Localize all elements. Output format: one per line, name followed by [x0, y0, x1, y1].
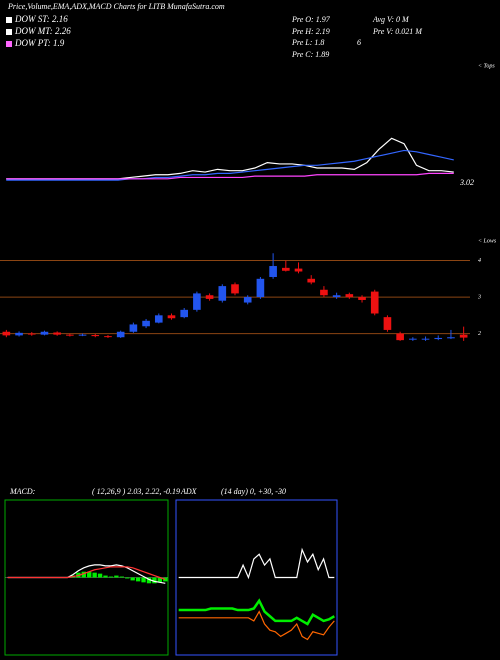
- histogram-bar: [119, 576, 124, 578]
- histogram-bar: [157, 577, 163, 583]
- candle-body: [104, 336, 112, 338]
- candle-body: [282, 267, 290, 271]
- stat-text: Pre C: 1.89: [291, 50, 329, 59]
- series-line: [7, 566, 166, 581]
- stat-text: 6: [357, 38, 361, 47]
- candle-body: [434, 337, 443, 340]
- candle-body: [40, 331, 49, 335]
- histogram-bar: [97, 573, 103, 578]
- series-line: [6, 149, 454, 181]
- legend-swatch: [6, 41, 12, 47]
- series-line: [178, 547, 335, 580]
- candle-body: [167, 315, 176, 319]
- legend-text: DOW ST: 2.16: [14, 14, 68, 24]
- legend-text: DOW PT: 1.9: [14, 38, 65, 48]
- candle-body: [78, 334, 87, 336]
- candle-body: [154, 315, 163, 323]
- stat-text: Pre O: 1.97: [291, 15, 331, 24]
- histogram-bar: [81, 571, 86, 578]
- legend-swatch: [6, 29, 12, 35]
- panel-subtitle: (14 day) 0, +30, -30: [221, 487, 286, 496]
- last-value-label: 3.02: [459, 178, 474, 187]
- candle-body: [447, 337, 455, 339]
- histogram-bar: [87, 571, 92, 578]
- candle-body: [218, 286, 227, 301]
- histogram-bar: [146, 577, 152, 584]
- candle-body: [66, 334, 74, 336]
- candle-body: [193, 293, 201, 310]
- candle-body: [27, 333, 36, 335]
- y-tick-label: 3: [477, 294, 481, 300]
- panel-subtitle: ( 12,26,9 ) 2.03, 2.22, -0.19: [92, 487, 180, 496]
- candle-body: [396, 333, 404, 341]
- histogram-bar: [125, 577, 130, 579]
- candle-body: [243, 297, 252, 303]
- histogram-bar: [92, 572, 97, 578]
- histogram-bar: [135, 577, 141, 582]
- histogram-bar: [114, 575, 119, 578]
- stat-text: Pre V: 0.021 M: [372, 27, 423, 36]
- candle-body: [332, 295, 341, 298]
- candle-body: [409, 338, 417, 340]
- candle-body: [307, 278, 316, 283]
- candle-body: [231, 284, 239, 294]
- series-line: [178, 598, 335, 626]
- series-line: [6, 172, 454, 180]
- stat-text: Avg V: 0 M: [372, 15, 410, 24]
- y-tick-label: 2: [478, 331, 481, 337]
- candle-body: [294, 268, 303, 272]
- y-tick-label: 4: [478, 257, 481, 264]
- candle-body: [459, 334, 468, 338]
- candle-body: [256, 278, 265, 298]
- stat-text: Pre H: 2.19: [291, 27, 330, 36]
- legend-text: DOW MT: 2.26: [14, 26, 71, 36]
- histogram-bar: [152, 577, 157, 584]
- candle-body: [421, 338, 430, 340]
- candle-body: [15, 332, 23, 336]
- candle-body: [129, 324, 138, 332]
- panel-title: MACD:: [9, 487, 36, 496]
- series-line: [178, 610, 335, 641]
- side-label: < Tops: [478, 63, 495, 69]
- stat-text: Pre L: 1.8: [291, 38, 324, 47]
- candle-body: [53, 332, 61, 335]
- histogram-bar: [103, 575, 108, 578]
- legend-swatch: [6, 17, 12, 23]
- candle-body: [116, 331, 125, 338]
- candle-body: [358, 297, 366, 300]
- candle-body: [91, 335, 100, 337]
- side-label: < Lows: [478, 238, 497, 244]
- histogram-bar: [108, 576, 114, 578]
- candle-body: [370, 291, 379, 314]
- candle-body: [2, 331, 11, 336]
- panel-title: ADX: [180, 487, 198, 496]
- candle-body: [205, 295, 214, 299]
- candle-body: [142, 320, 150, 327]
- chart-title: Price,Volume,EMA,ADX,MACD Charts for LIT…: [7, 2, 225, 11]
- candle-body: [320, 289, 328, 296]
- candle-body: [383, 317, 392, 330]
- histogram-bar: [130, 577, 135, 581]
- candle-body: [180, 309, 188, 318]
- candle-body: [345, 294, 354, 298]
- candle-body: [269, 266, 277, 277]
- histogram-bar: [141, 577, 146, 583]
